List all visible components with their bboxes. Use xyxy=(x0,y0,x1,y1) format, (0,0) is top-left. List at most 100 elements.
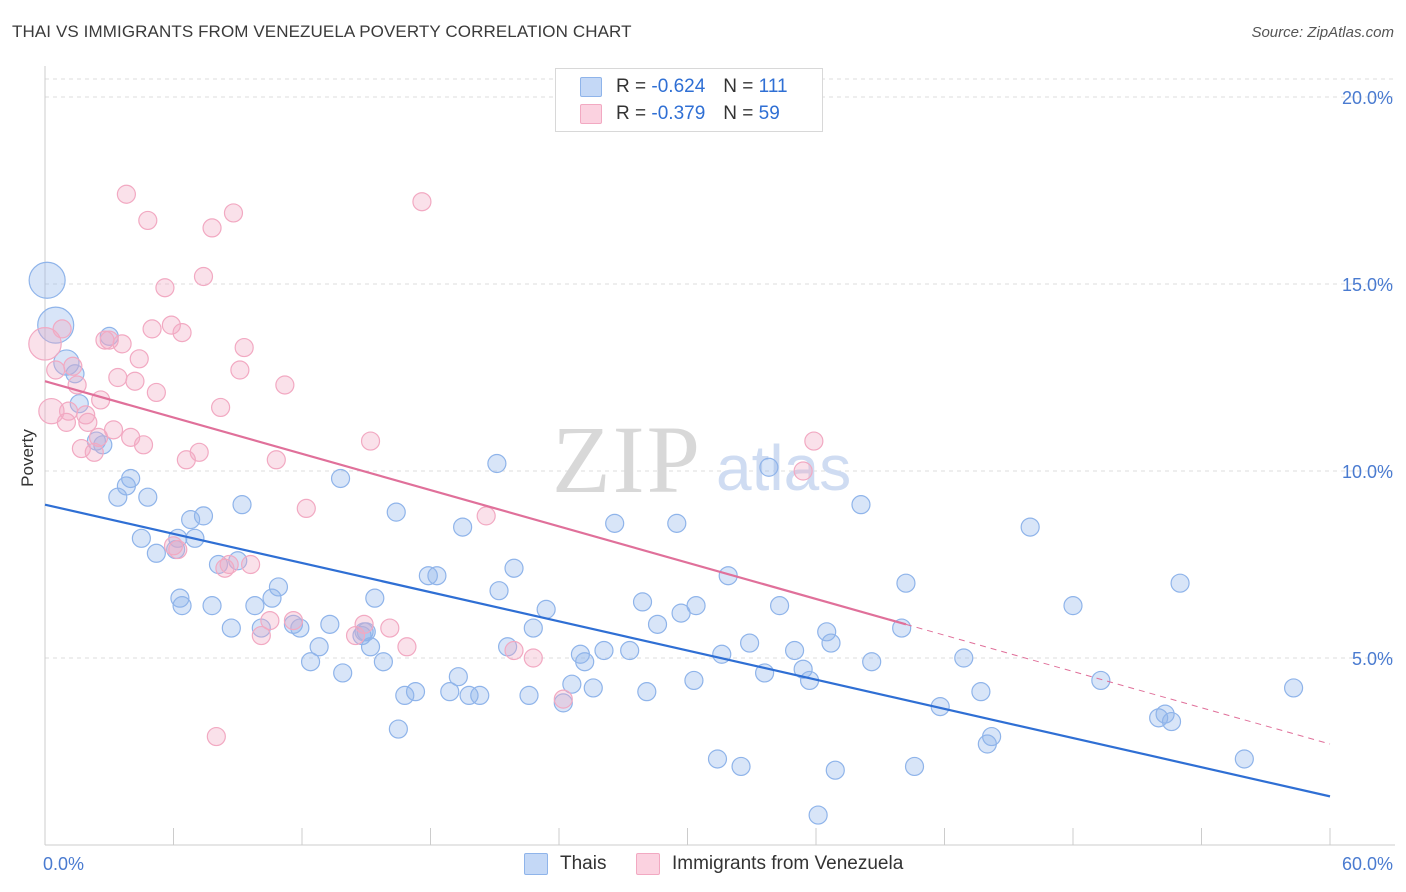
data-point xyxy=(360,637,381,657)
data-point xyxy=(1283,678,1304,698)
data-point xyxy=(647,614,668,634)
data-point xyxy=(266,450,286,470)
data-point xyxy=(523,618,543,638)
data-point xyxy=(365,588,385,608)
data-point xyxy=(808,805,828,825)
data-point xyxy=(116,184,136,204)
data-point xyxy=(620,640,640,661)
data-point xyxy=(453,517,473,537)
data-point xyxy=(211,397,231,418)
data-point xyxy=(904,756,925,777)
data-point xyxy=(740,633,760,653)
data-point xyxy=(536,599,556,619)
data-point xyxy=(330,468,351,489)
legend-swatch-thais xyxy=(580,77,602,97)
data-point xyxy=(99,330,119,350)
data-point xyxy=(232,495,252,515)
legend-row-venezuela: R = -0.379 N = 59 xyxy=(580,102,780,126)
data-point xyxy=(223,203,244,223)
legend-r-label: R = xyxy=(616,103,647,124)
correlation-legend: R = -0.624 N = 111 R = -0.379 N = 59 xyxy=(555,68,823,132)
data-point xyxy=(133,435,154,455)
data-point xyxy=(129,349,149,369)
data-point xyxy=(245,596,265,616)
data-point xyxy=(412,192,432,212)
data-point xyxy=(1155,704,1175,724)
data-point xyxy=(386,502,406,522)
data-point xyxy=(138,210,158,231)
data-point xyxy=(553,689,573,709)
data-point xyxy=(583,678,603,698)
data-point xyxy=(637,682,657,702)
data-point xyxy=(971,682,991,702)
axes-layer xyxy=(44,66,1395,846)
data-point xyxy=(892,618,912,638)
legend-n-value: 111 xyxy=(758,76,788,97)
data-point xyxy=(769,596,790,616)
data-point xyxy=(825,760,845,780)
data-point xyxy=(1091,670,1111,691)
data-point xyxy=(489,581,509,601)
data-point xyxy=(632,592,653,612)
data-point xyxy=(146,543,166,563)
y-tick-label: 20.0% xyxy=(1342,88,1393,108)
data-point xyxy=(793,461,813,481)
data-point xyxy=(28,261,66,299)
data-point xyxy=(155,278,175,298)
data-point xyxy=(38,397,65,425)
data-point xyxy=(268,577,289,597)
data-point xyxy=(851,495,871,515)
data-point xyxy=(125,371,145,391)
trend-line-venezuela xyxy=(44,380,907,626)
legend-swatch-venezuela xyxy=(580,104,602,124)
data-point xyxy=(356,622,376,642)
data-point xyxy=(58,401,79,421)
data-point xyxy=(91,390,111,410)
data-point xyxy=(84,442,104,462)
data-point xyxy=(172,596,192,616)
data-point xyxy=(320,614,340,634)
data-point xyxy=(562,674,582,694)
data-point xyxy=(251,625,271,646)
data-point xyxy=(46,360,66,380)
data-point xyxy=(817,622,837,642)
data-point xyxy=(1063,596,1083,616)
data-point xyxy=(138,487,158,507)
data-point xyxy=(241,554,261,575)
data-point xyxy=(76,405,96,425)
data-point xyxy=(896,573,916,593)
bottom-legend-swatch-venezuela xyxy=(636,853,660,875)
data-point xyxy=(181,510,201,530)
data-point xyxy=(707,749,728,769)
data-point xyxy=(427,566,447,586)
x-tick-label: 0.0% xyxy=(43,854,84,874)
data-point xyxy=(354,614,374,634)
data-point xyxy=(504,558,524,578)
data-point xyxy=(193,506,214,526)
legend-row-thais: R = -0.624 N = 111 xyxy=(580,75,788,99)
data-point xyxy=(405,682,426,702)
data-point xyxy=(189,442,209,462)
data-point xyxy=(1161,711,1182,732)
data-point xyxy=(300,652,321,672)
legend-r-value: -0.624 xyxy=(651,76,706,97)
y-tick-label: 5.0% xyxy=(1352,649,1393,669)
data-point xyxy=(202,596,222,616)
data-point xyxy=(28,327,62,361)
data-point xyxy=(262,588,282,608)
data-point xyxy=(667,513,687,533)
data-point xyxy=(221,618,241,638)
bottom-legend-label-venezuela: Immigrants from Venezuela xyxy=(672,853,904,874)
data-point xyxy=(290,618,310,638)
chart-title: THAI VS IMMIGRANTS FROM VENEZUELA POVERT… xyxy=(12,22,632,41)
watermark-atlas: atlas xyxy=(716,432,851,504)
data-point xyxy=(470,685,490,706)
data-point xyxy=(283,610,304,631)
data-point xyxy=(459,685,479,706)
data-point xyxy=(759,457,779,477)
data-point xyxy=(519,685,539,706)
data-point xyxy=(1170,573,1190,593)
data-point xyxy=(172,323,192,343)
data-point xyxy=(523,648,543,668)
